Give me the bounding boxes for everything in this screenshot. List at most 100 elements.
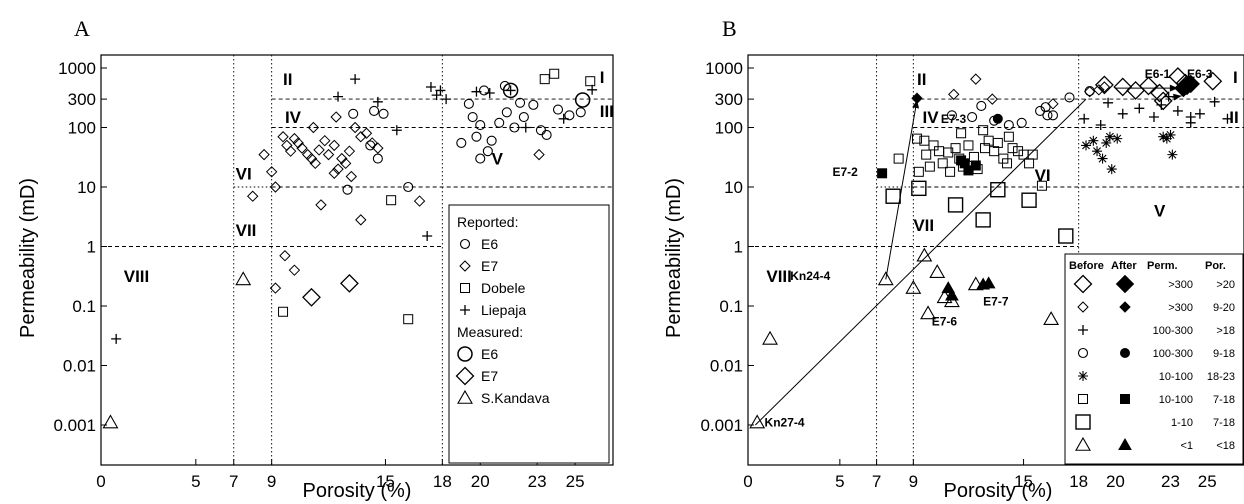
legend-before-marker	[1075, 436, 1091, 451]
legend-por: >18	[1216, 325, 1235, 337]
data-point	[575, 107, 586, 118]
legend-por: >20	[1216, 279, 1235, 291]
panel-a-letter: A	[74, 16, 90, 41]
data-point	[989, 146, 1000, 157]
data-point	[441, 94, 452, 105]
data-point	[1094, 75, 1114, 95]
legend-perm: 100-300	[1153, 348, 1193, 360]
data-point	[278, 306, 289, 317]
data-point	[336, 152, 348, 165]
data-point	[345, 170, 358, 183]
data-point	[235, 271, 252, 286]
y-tick-label: 1000	[58, 59, 96, 78]
x-tick-label: 20	[471, 472, 490, 491]
data-point	[378, 108, 389, 119]
data-point	[348, 108, 359, 119]
data-point	[1181, 74, 1200, 94]
data-point	[279, 250, 291, 262]
arrow-head	[1169, 84, 1178, 92]
data-point	[967, 276, 984, 291]
x-tick-label: 25	[1198, 472, 1217, 491]
data-point	[587, 84, 598, 95]
data-point	[905, 279, 922, 294]
data-point	[467, 111, 478, 123]
x-tick-label: 15	[1014, 472, 1033, 491]
x-tick-label: 0	[743, 472, 752, 491]
zone-label: VI	[1035, 166, 1051, 185]
legend-after-marker	[1115, 274, 1135, 294]
data-point	[475, 119, 486, 131]
data-point	[355, 131, 367, 143]
legend-por: 18-23	[1207, 371, 1235, 383]
data-point	[425, 81, 436, 92]
legend-before-marker	[1077, 347, 1089, 359]
data-point	[929, 264, 946, 278]
zone-label: IV	[923, 108, 940, 127]
y-tick-label: 10	[77, 178, 96, 197]
legend-before-marker	[1077, 301, 1089, 313]
data-point	[319, 134, 331, 147]
data-point	[369, 105, 380, 116]
data-point	[1036, 180, 1047, 191]
data-point	[111, 333, 122, 344]
legend-group-title: Measured:	[457, 324, 523, 340]
data-point	[1097, 153, 1108, 164]
data-point	[391, 125, 402, 136]
data-point	[1139, 76, 1158, 96]
data-point	[307, 121, 320, 134]
data-point	[1081, 140, 1092, 151]
legend-box	[448, 204, 610, 464]
data-point	[928, 140, 939, 151]
data-point	[479, 85, 490, 96]
panel-a: A 0 5 7 9 15 18 20 23 25 0.001 0.01 0.1 1 10 100 300 100…	[17, 16, 614, 502]
legend-label: E7	[481, 258, 498, 274]
data-point	[564, 110, 575, 121]
data-point	[505, 85, 516, 96]
data-point	[302, 287, 321, 307]
data-point	[288, 264, 301, 276]
legend-marker	[459, 238, 471, 250]
data-point	[471, 131, 482, 142]
legend-before-marker	[1075, 414, 1091, 430]
annotation-label: E6-1	[1145, 67, 1171, 81]
data-point	[1084, 85, 1095, 97]
data-point	[1106, 164, 1117, 175]
legend-marker	[457, 346, 473, 362]
data-point	[1167, 149, 1178, 160]
x-tick-label: 9	[909, 472, 918, 491]
data-point	[558, 113, 569, 124]
data-point	[934, 146, 945, 157]
panel-b-plot-frame	[747, 54, 1244, 466]
data-point	[102, 414, 119, 429]
data-point	[1088, 135, 1099, 146]
data-point	[339, 157, 352, 170]
panel-b-x-axis-label: Porosity (%)	[944, 480, 1053, 502]
zone-label: V	[492, 150, 504, 169]
zone-label: VIII	[766, 267, 792, 286]
legend-label: S.Kandava	[481, 390, 550, 406]
y-tick-label: 0.001	[53, 416, 96, 435]
data-point	[574, 92, 591, 108]
legend-por: 9-20	[1213, 302, 1235, 314]
panel-a-ticks: 0 5 7 9 15 18 20 23 25 0.001 0.01 0.1 1 10 100 300 1000	[53, 59, 584, 491]
data-point	[456, 137, 467, 148]
data-point	[1042, 110, 1053, 121]
data-point	[945, 288, 959, 301]
data-point	[992, 137, 1003, 148]
data-point	[484, 88, 495, 99]
data-point	[366, 137, 378, 149]
legend-marker	[459, 260, 471, 272]
y-tick-label: 10	[724, 178, 743, 197]
legend-after-marker	[1120, 394, 1130, 404]
arrow-head	[912, 99, 920, 109]
data-point	[269, 282, 282, 294]
legend-marker	[460, 283, 470, 293]
data-point	[328, 167, 340, 179]
data-point	[315, 199, 327, 211]
x-tick-label: 9	[267, 472, 276, 491]
panel-a-x-axis-label: Porosity (%)	[303, 480, 412, 502]
legend-header: Before	[1069, 260, 1104, 272]
x-tick-label: 0	[96, 472, 105, 491]
data-point	[1003, 131, 1014, 142]
